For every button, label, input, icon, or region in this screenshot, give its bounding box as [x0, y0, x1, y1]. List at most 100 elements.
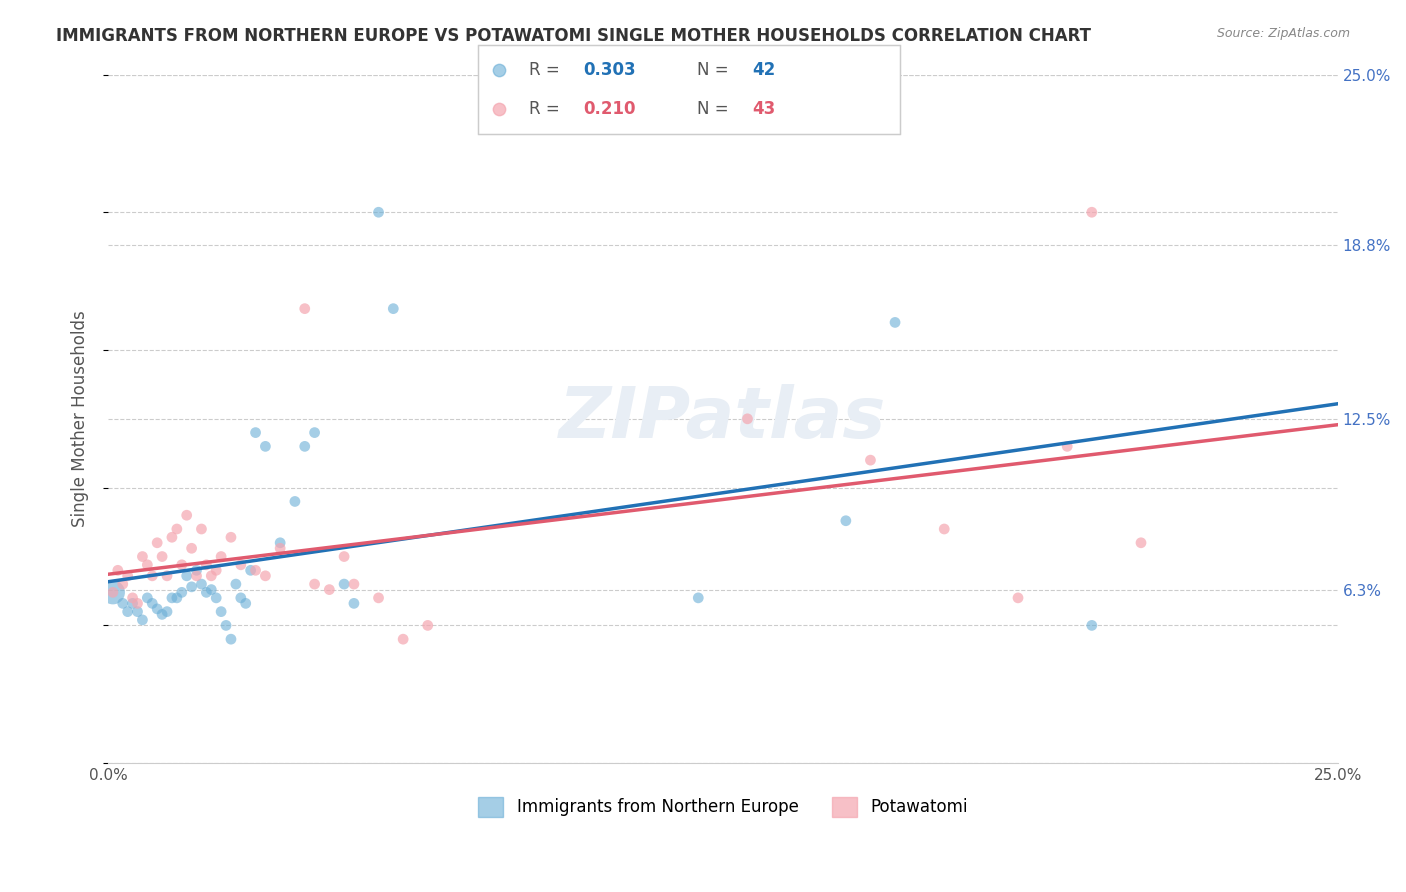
- Point: [131, 613, 153, 627]
- Point: [150, 549, 173, 564]
- Point: [229, 558, 252, 572]
- Point: [367, 591, 389, 605]
- Point: [488, 62, 510, 77]
- Point: [416, 618, 439, 632]
- Point: [392, 632, 415, 647]
- Point: [225, 577, 247, 591]
- Point: [127, 605, 149, 619]
- Point: [1130, 535, 1153, 549]
- Point: [254, 569, 277, 583]
- Point: [1007, 591, 1029, 605]
- Point: [333, 577, 356, 591]
- Point: [1056, 439, 1078, 453]
- Y-axis label: Single Mother Households: Single Mother Households: [72, 310, 89, 527]
- Point: [1081, 618, 1104, 632]
- Point: [170, 558, 193, 572]
- Point: [156, 569, 179, 583]
- Point: [101, 585, 124, 599]
- Point: [333, 549, 356, 564]
- Point: [239, 563, 262, 577]
- Point: [186, 569, 208, 583]
- Point: [117, 569, 139, 583]
- Point: [215, 618, 238, 632]
- Point: [737, 412, 759, 426]
- Point: [294, 439, 316, 453]
- Text: IMMIGRANTS FROM NORTHERN EUROPE VS POTAWATOMI SINGLE MOTHER HOUSEHOLDS CORRELATI: IMMIGRANTS FROM NORTHERN EUROPE VS POTAW…: [56, 27, 1091, 45]
- Point: [304, 577, 326, 591]
- Point: [245, 425, 267, 440]
- Point: [254, 439, 277, 453]
- Point: [294, 301, 316, 316]
- Point: [136, 558, 159, 572]
- Text: R =: R =: [529, 61, 560, 78]
- Point: [156, 605, 179, 619]
- Text: N =: N =: [697, 100, 728, 118]
- Point: [176, 569, 198, 583]
- Point: [343, 596, 366, 610]
- Text: 0.210: 0.210: [583, 100, 636, 118]
- Point: [127, 596, 149, 610]
- Point: [160, 530, 183, 544]
- Point: [101, 585, 124, 599]
- Point: [180, 541, 202, 556]
- Point: [160, 591, 183, 605]
- Text: Source: ZipAtlas.com: Source: ZipAtlas.com: [1216, 27, 1350, 40]
- Point: [111, 577, 134, 591]
- Point: [121, 591, 143, 605]
- Point: [141, 596, 163, 610]
- Point: [195, 558, 218, 572]
- Point: [180, 580, 202, 594]
- Point: [229, 591, 252, 605]
- Point: [219, 530, 242, 544]
- Text: 0.303: 0.303: [583, 61, 636, 78]
- Point: [200, 569, 222, 583]
- Point: [688, 591, 710, 605]
- Point: [859, 453, 882, 467]
- Point: [200, 582, 222, 597]
- Point: [190, 577, 212, 591]
- Point: [205, 563, 228, 577]
- Point: [190, 522, 212, 536]
- Point: [209, 549, 232, 564]
- Point: [284, 494, 307, 508]
- Point: [205, 591, 228, 605]
- Point: [107, 563, 129, 577]
- Text: 42: 42: [752, 61, 776, 78]
- Point: [111, 596, 134, 610]
- Point: [934, 522, 956, 536]
- Point: [141, 569, 163, 583]
- Point: [245, 563, 267, 577]
- Point: [117, 605, 139, 619]
- Point: [186, 563, 208, 577]
- Point: [367, 205, 389, 219]
- Point: [884, 315, 907, 329]
- Point: [195, 585, 218, 599]
- Text: N =: N =: [697, 61, 728, 78]
- Point: [235, 596, 257, 610]
- Point: [131, 549, 153, 564]
- Point: [318, 582, 340, 597]
- Text: R =: R =: [529, 100, 560, 118]
- Text: 43: 43: [752, 100, 776, 118]
- Point: [382, 301, 405, 316]
- Point: [170, 585, 193, 599]
- Point: [146, 602, 169, 616]
- Point: [1081, 205, 1104, 219]
- Point: [136, 591, 159, 605]
- Point: [121, 596, 143, 610]
- Point: [166, 591, 188, 605]
- Point: [209, 605, 232, 619]
- Point: [146, 535, 169, 549]
- Point: [343, 577, 366, 591]
- Point: [304, 425, 326, 440]
- Point: [269, 535, 291, 549]
- Point: [269, 541, 291, 556]
- Point: [219, 632, 242, 647]
- Point: [835, 514, 858, 528]
- Text: ZIPatlas: ZIPatlas: [560, 384, 887, 453]
- Point: [150, 607, 173, 622]
- Legend: Immigrants from Northern Europe, Potawatomi: Immigrants from Northern Europe, Potawat…: [471, 790, 974, 823]
- Point: [488, 102, 510, 116]
- Point: [176, 508, 198, 523]
- Point: [166, 522, 188, 536]
